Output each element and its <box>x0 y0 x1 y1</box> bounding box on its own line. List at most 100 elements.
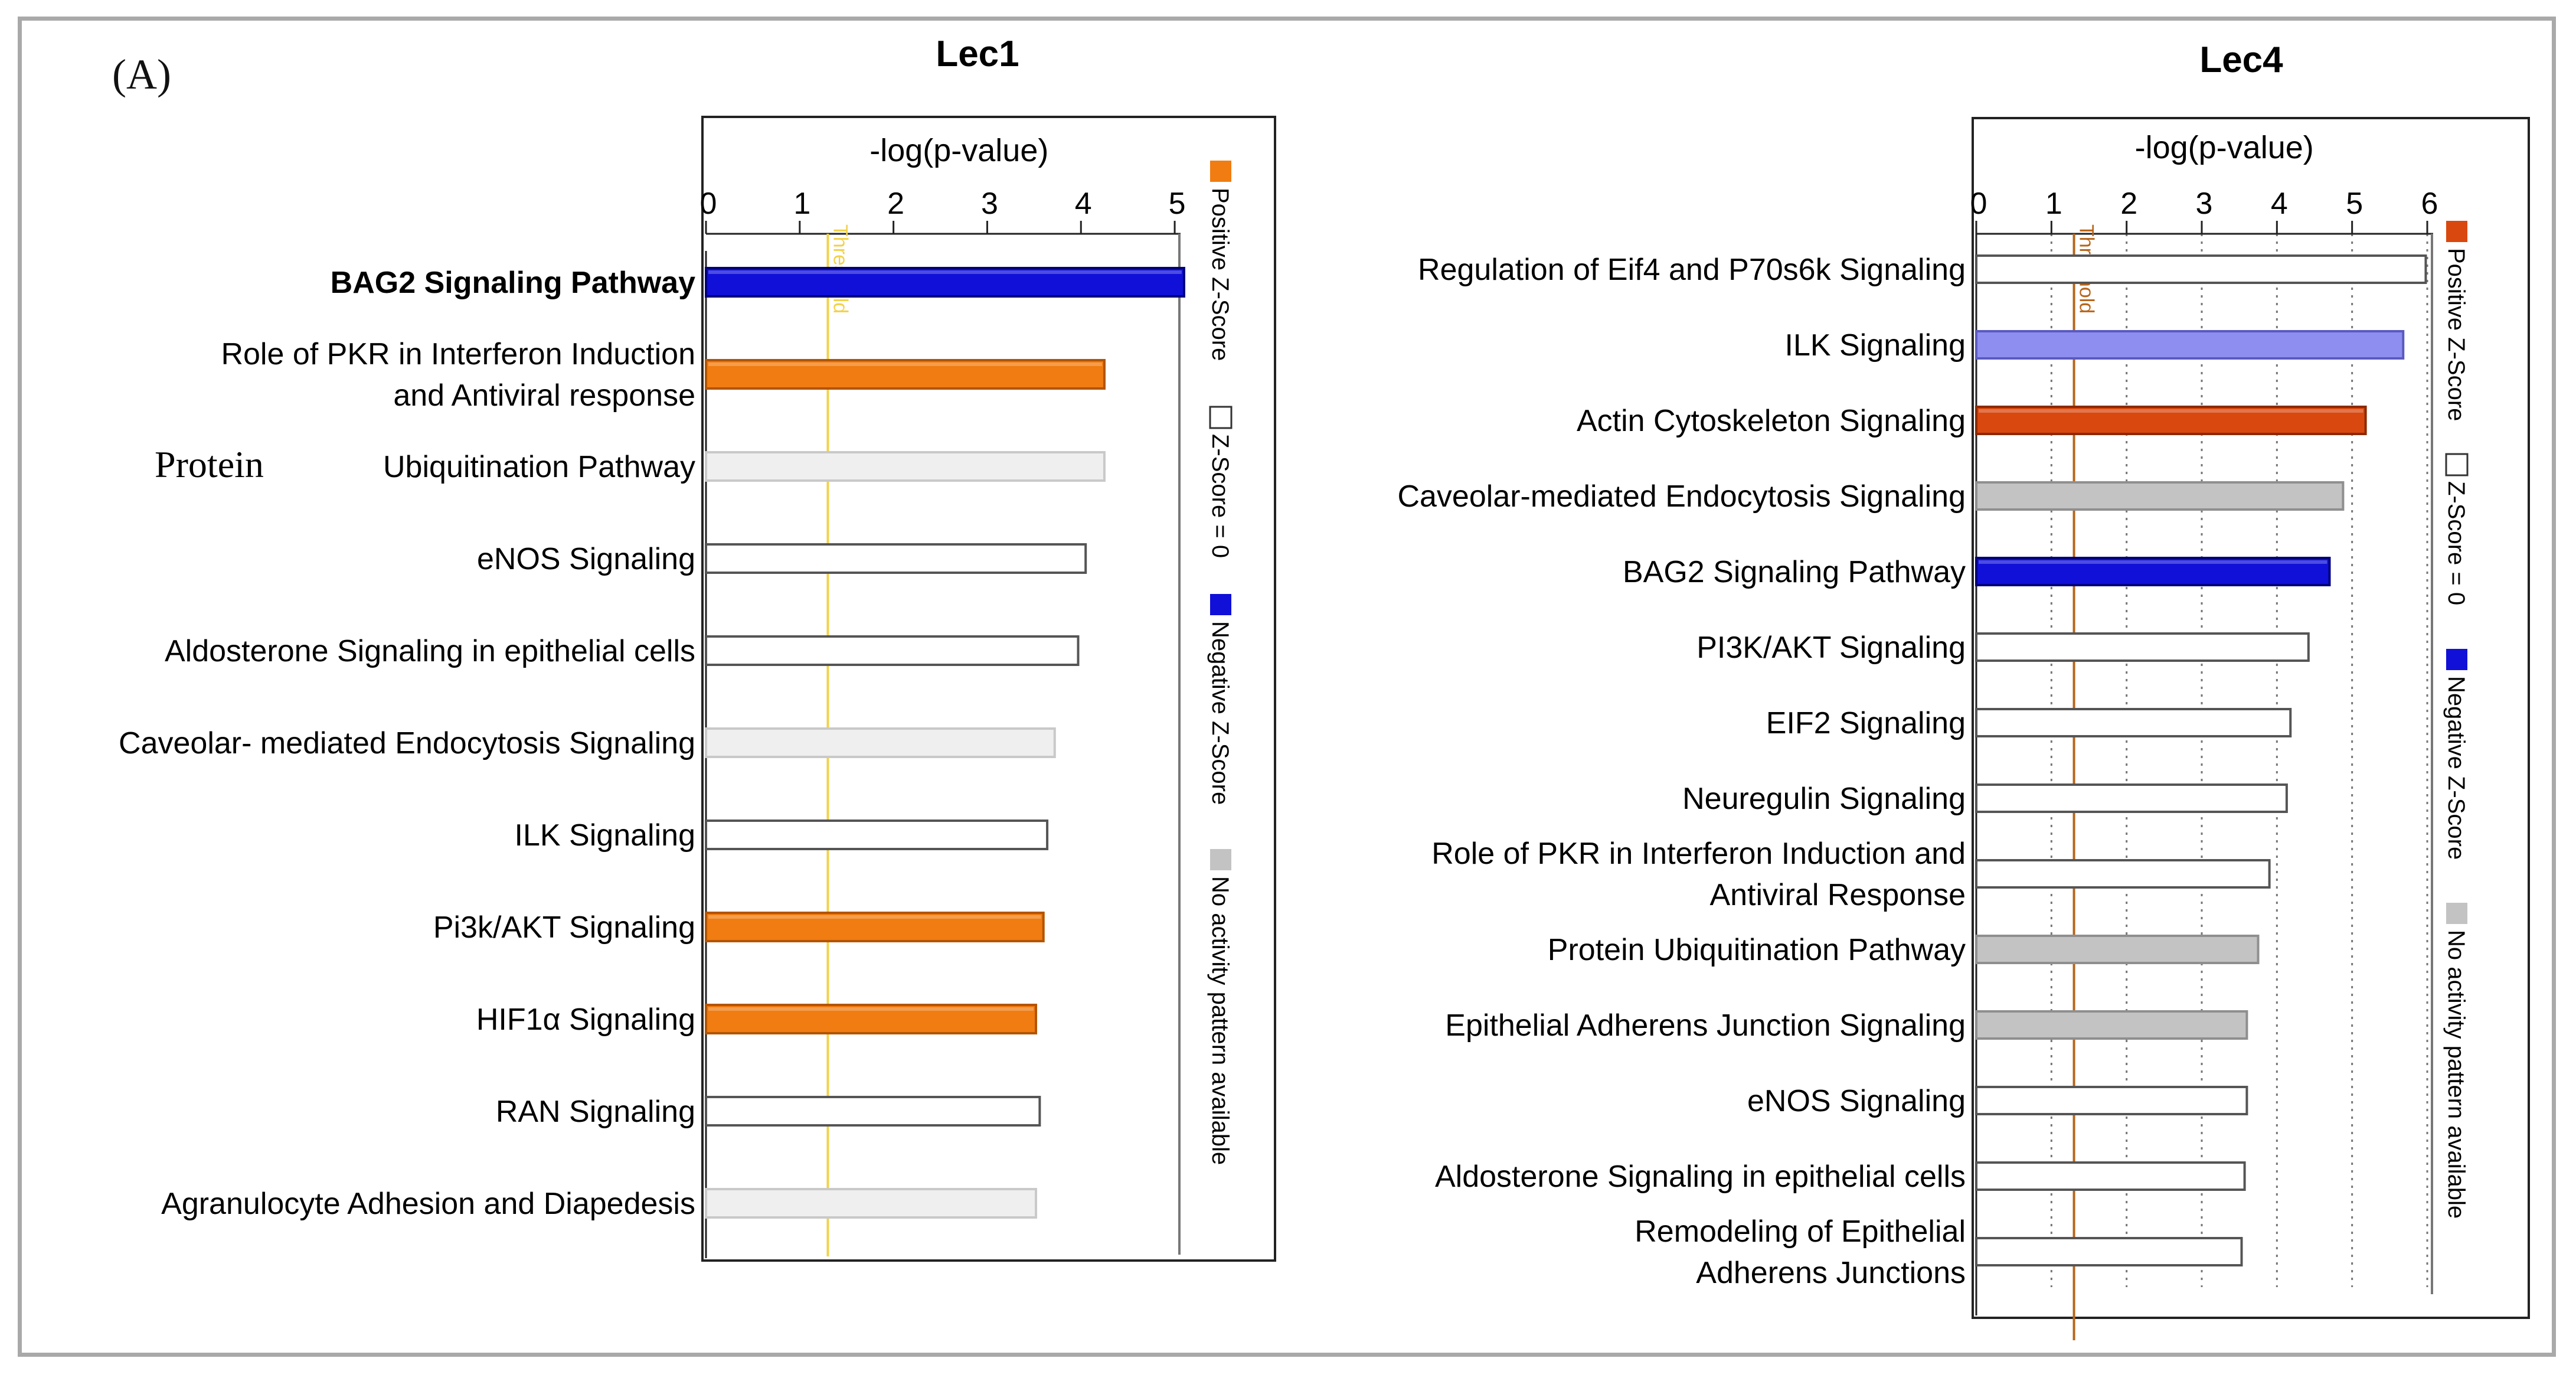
legend-label-none: No activity pattern available <box>2443 930 2469 1219</box>
bar-highlight <box>708 270 1182 274</box>
bar <box>1975 935 2260 964</box>
category-label: Protein Ubiquitination Pathway <box>1548 933 1966 967</box>
category-label: ILK Signaling <box>1785 328 1966 363</box>
legend-swatch-negative <box>2446 649 2467 670</box>
bar-highlight <box>708 363 1102 366</box>
bar <box>1975 1086 2248 1115</box>
legend-swatch-none <box>2446 903 2467 924</box>
bar <box>705 267 1185 298</box>
category-label: ILK Signaling <box>515 818 695 853</box>
category-label: BAG2 Signaling Pathway <box>331 266 695 300</box>
category-label: Ubiquitination Pathway <box>383 450 695 484</box>
bar <box>705 1004 1038 1034</box>
legend-label-positive: Positive Z-Score <box>1207 188 1233 361</box>
chart-title: Lec1 <box>936 34 1019 74</box>
category-label: EIF2 Signaling <box>1766 706 1966 740</box>
bar <box>705 727 1056 758</box>
panel-label: (A) <box>112 51 171 98</box>
bar <box>1975 783 2288 813</box>
bar <box>1975 481 2345 511</box>
legend-label-negative: Negative Z-Score <box>1207 621 1233 805</box>
x-tick-label: 0 <box>1970 187 1987 221</box>
legend-swatch-zero <box>1209 406 1233 429</box>
bar <box>1975 557 2331 586</box>
legend-label-zero: Z-Score = 0 <box>1207 434 1233 558</box>
chart-title: Lec4 <box>2199 40 2283 80</box>
category-label: Caveolar-mediated Endocytosis Signaling <box>1397 479 1966 514</box>
category-label: Caveolar- mediated Endocytosis Signaling <box>119 726 695 760</box>
legend-swatch-negative <box>1210 594 1231 615</box>
category-label: HIF1α Signaling <box>476 1003 695 1037</box>
bar <box>705 359 1106 390</box>
x-tick-label: 5 <box>2346 187 2363 221</box>
bar <box>1975 254 2427 284</box>
category-label: Antiviral Response <box>1709 878 1966 912</box>
category-label: Aldosterone Signaling in epithelial cell… <box>165 634 695 668</box>
bar <box>705 543 1087 574</box>
bar <box>1975 330 2405 360</box>
bar <box>1975 632 2310 662</box>
category-label: eNOS Signaling <box>1747 1084 1966 1118</box>
category-label: Role of PKR in Interferon Induction <box>221 337 695 371</box>
x-tick-label: 4 <box>1075 187 1092 221</box>
x-tick-label: 5 <box>1169 187 1186 221</box>
chart-1: Lec4-log(p-value)0123456ThresholdRegulat… <box>1397 40 2530 1340</box>
category-label: BAG2 Signaling Pathway <box>1623 555 1966 589</box>
x-tick-label: 3 <box>981 187 998 221</box>
legend: Positive Z-Score Z-Score = 0 Negative Z-Sc… <box>2443 221 2469 1219</box>
legend-label-zero: Z-Score = 0 <box>2443 481 2469 605</box>
chart-frame <box>1972 117 2530 1319</box>
category-label: Neuregulin Signaling <box>1682 782 1966 816</box>
category-label: Aldosterone Signaling in epithelial cell… <box>1435 1160 1966 1194</box>
chart-frame <box>701 116 1276 1262</box>
category-label: Agranulocyte Adhesion and Diapedesis <box>161 1187 695 1221</box>
x-tick-label: 1 <box>2045 187 2062 221</box>
category-label: eNOS Signaling <box>477 542 695 576</box>
bar <box>1975 708 2292 737</box>
bar <box>705 820 1049 850</box>
category-label: PI3K/AKT Signaling <box>1696 631 1966 665</box>
category-label: and Antiviral response <box>393 378 695 413</box>
x-tick-label: 4 <box>2271 187 2288 221</box>
legend-swatch-zero <box>2445 453 2469 476</box>
x-tick-label: 6 <box>2421 187 2438 221</box>
legend-swatch-positive <box>1210 161 1231 182</box>
legend-label-positive: Positive Z-Score <box>2443 248 2469 421</box>
category-label: Regulation of Eif4 and P70s6k Signaling <box>1418 253 1966 287</box>
legend-label-negative: Negative Z-Score <box>2443 676 2469 860</box>
legend: Positive Z-Score Z-Score = 0 Negative Z-Sc… <box>1207 161 1233 1165</box>
x-tick-label: 2 <box>2120 187 2137 221</box>
bar <box>1975 1237 2243 1266</box>
legend-swatch-positive <box>2446 221 2467 242</box>
bar <box>1975 1010 2248 1040</box>
category-label: RAN Signaling <box>496 1095 695 1129</box>
category-label: Adherens Junctions <box>1696 1256 1966 1290</box>
bar <box>705 1188 1038 1219</box>
category-label: Pi3k/AKT Signaling <box>433 910 695 945</box>
x-axis-label: -log(p-value) <box>869 133 1048 168</box>
bar <box>1975 1161 2246 1191</box>
bar <box>705 1096 1041 1127</box>
category-label: Remodeling of Epithelial <box>1634 1215 1966 1249</box>
x-tick-label: 3 <box>2196 187 2213 221</box>
bar-highlight <box>1979 560 2327 564</box>
figure-frame <box>18 17 2556 1357</box>
category-label: Role of PKR in Interferon Induction and <box>1431 837 1966 871</box>
chart-0: Lec1-log(p-value)012345ThresholdBAG2 Sig… <box>119 34 1276 1262</box>
x-tick-label: 1 <box>793 187 810 221</box>
bar <box>1975 859 2271 889</box>
category-label: Epithelial Adherens Junction Signaling <box>1445 1008 1966 1043</box>
category-label-fragment: Protein <box>155 443 264 485</box>
bar <box>705 451 1106 482</box>
bar <box>705 635 1080 666</box>
x-axis-label: -log(p-value) <box>2135 130 2314 165</box>
bar-highlight <box>708 915 1041 919</box>
bar <box>1975 406 2367 435</box>
category-label: Actin Cytoskeleton Signaling <box>1577 404 1966 438</box>
bar-highlight <box>1979 409 2363 413</box>
legend-label-none: No activity pattern available <box>1207 876 1233 1165</box>
x-tick-label: 0 <box>700 187 717 221</box>
legend-swatch-none <box>1210 849 1231 870</box>
bar-highlight <box>708 1007 1034 1011</box>
